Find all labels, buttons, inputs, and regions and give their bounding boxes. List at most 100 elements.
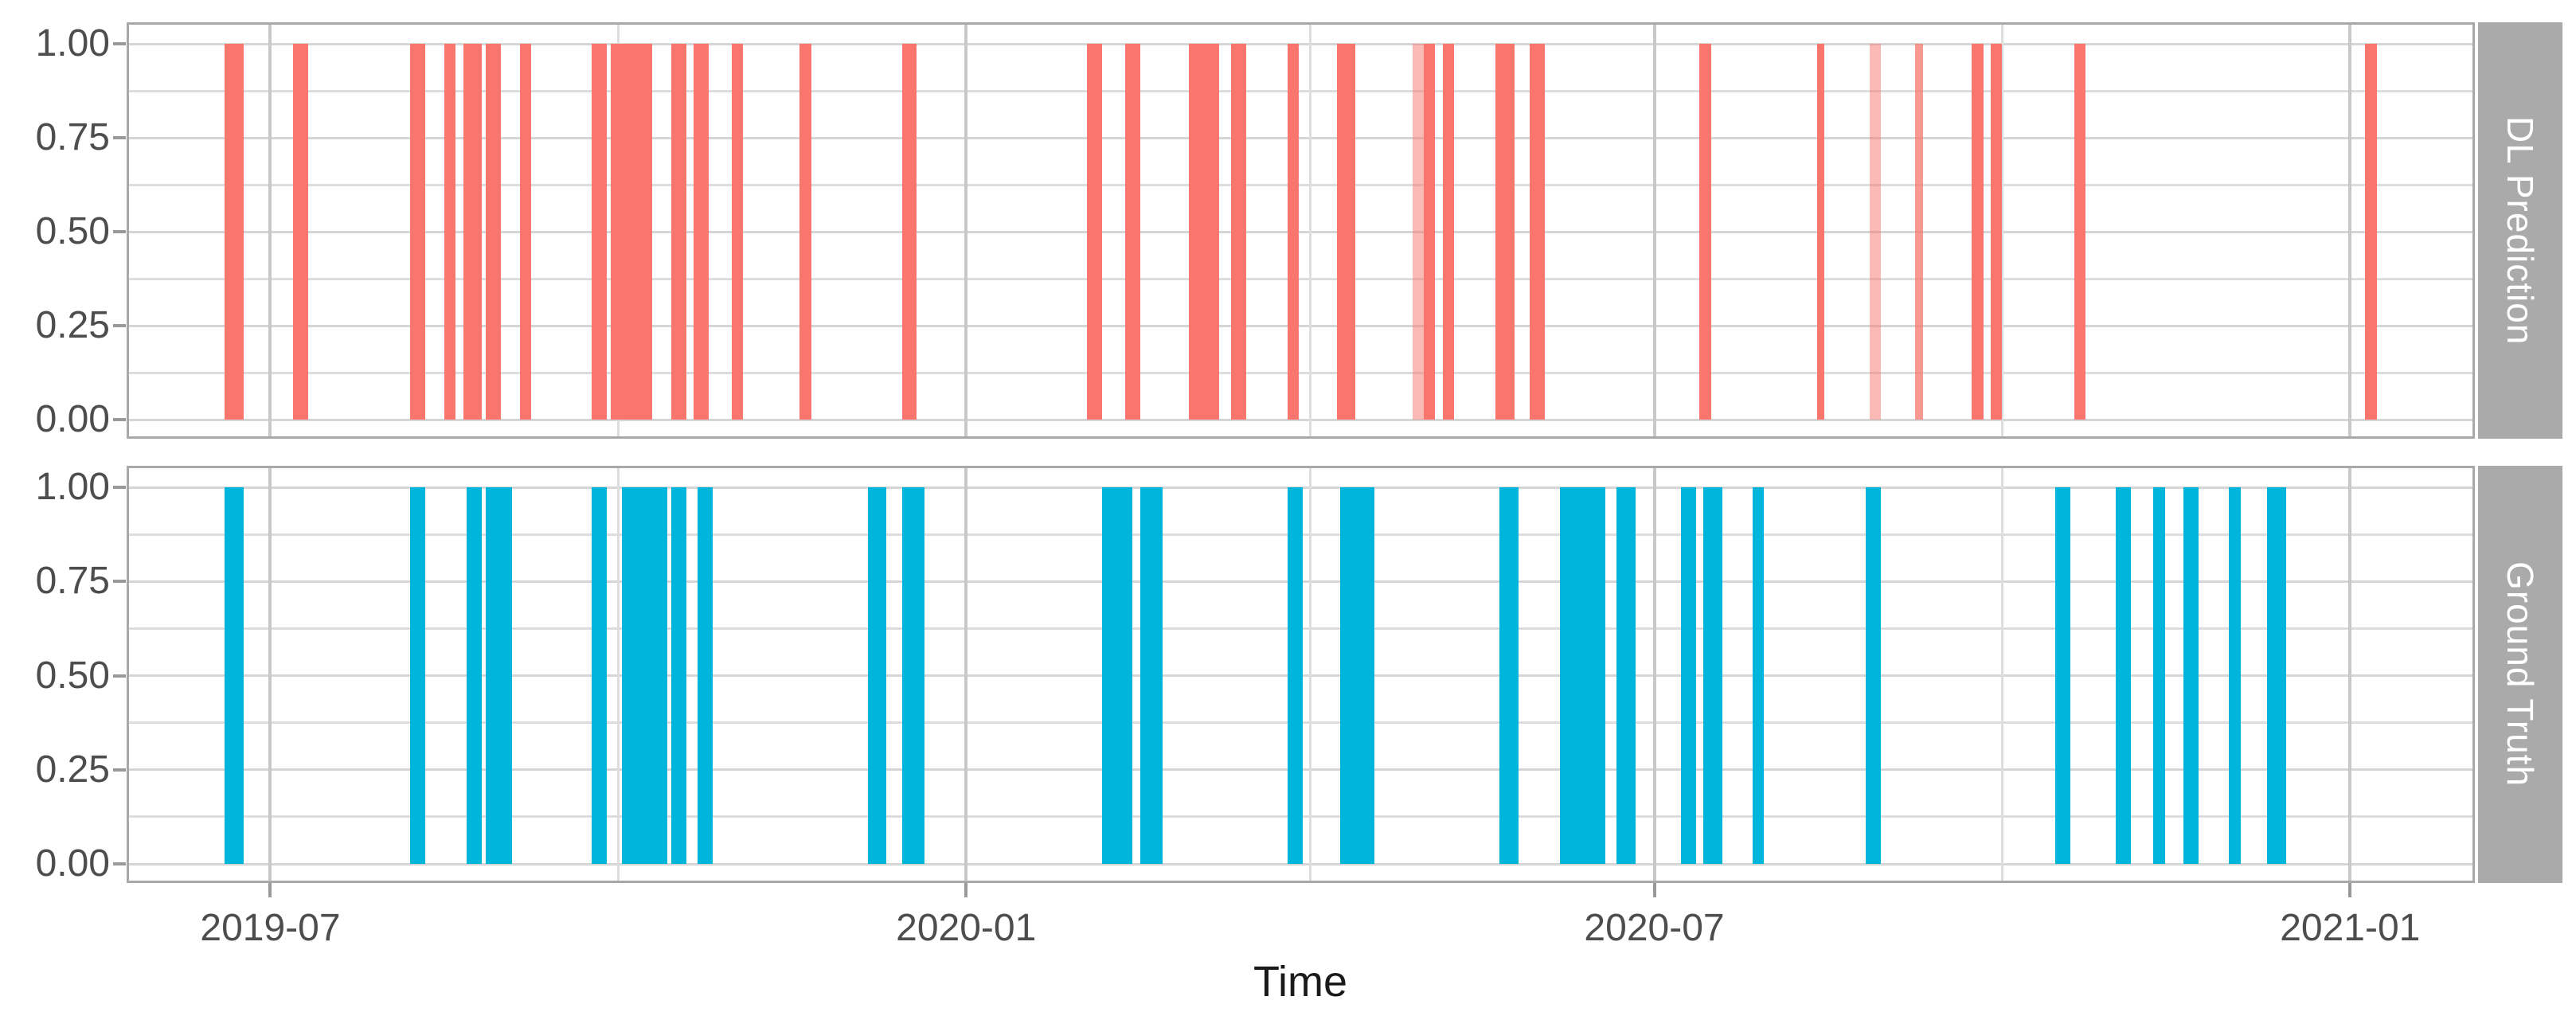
dl-prediction-bar bbox=[519, 44, 532, 420]
y-gridline bbox=[129, 418, 2472, 421]
x-tick-mark bbox=[964, 883, 968, 897]
y-tick-mark bbox=[113, 136, 126, 139]
ground-truth-bar bbox=[867, 487, 887, 864]
facet-strip-dl-prediction: DL Prediction bbox=[2478, 22, 2562, 439]
dl-prediction-bar bbox=[1087, 44, 1103, 420]
y-tick-label: 0.50 bbox=[35, 210, 110, 252]
y-gridline bbox=[129, 230, 2472, 233]
y-tick-mark bbox=[113, 418, 126, 421]
y-tick-mark bbox=[113, 42, 126, 45]
ground-truth-bar bbox=[1287, 487, 1303, 864]
panel-ground-truth bbox=[127, 466, 2475, 883]
ground-truth-bar bbox=[2266, 487, 2286, 864]
y-tick-label: 0.75 bbox=[35, 116, 110, 158]
y-gridline bbox=[129, 89, 2472, 92]
dl-prediction-bar bbox=[901, 44, 917, 420]
ground-truth-bar bbox=[2115, 487, 2131, 864]
ground-truth-bar bbox=[901, 487, 924, 864]
x-gridline-major bbox=[1652, 468, 1656, 881]
ground-truth-bar bbox=[1616, 487, 1636, 864]
y-tick-mark bbox=[113, 862, 126, 865]
ground-truth-bar bbox=[592, 487, 608, 864]
ground-truth-bar bbox=[1340, 487, 1375, 864]
dl-prediction-bar bbox=[1495, 44, 1515, 420]
ground-truth-bar bbox=[1102, 487, 1133, 864]
y-tick-label: 0.25 bbox=[35, 304, 110, 346]
dl-prediction-bar bbox=[2365, 44, 2377, 420]
ground-truth-bar bbox=[1559, 487, 1605, 864]
ground-truth-bar bbox=[225, 487, 244, 864]
dl-prediction-bar bbox=[610, 44, 653, 420]
y-tick-mark bbox=[113, 768, 126, 772]
dl-prediction-bar bbox=[1529, 44, 1545, 420]
ground-truth-bar bbox=[2183, 487, 2199, 864]
x-tick-mark bbox=[1652, 883, 1656, 897]
x-tick-label: 2021-01 bbox=[2280, 907, 2421, 949]
y-tick-mark bbox=[113, 580, 126, 584]
ground-truth-bar bbox=[1680, 487, 1696, 864]
ground-truth-bar bbox=[1703, 487, 1722, 864]
dl-prediction-bar bbox=[225, 44, 244, 420]
y-tick-label: 1.00 bbox=[35, 466, 110, 508]
x-tick-label: 2020-07 bbox=[1584, 907, 1725, 949]
dl-prediction-bar bbox=[1336, 44, 1356, 420]
dl-prediction-bar bbox=[592, 44, 608, 420]
panel-dl-prediction bbox=[127, 22, 2475, 439]
ground-truth-bar bbox=[1139, 487, 1163, 864]
x-gridline-minor bbox=[1308, 25, 1311, 436]
dl-prediction-bar bbox=[1699, 44, 1711, 420]
facet-strip-label-dl-prediction: DL Prediction bbox=[2500, 115, 2541, 346]
y-gridline bbox=[129, 42, 2472, 45]
y-gridline bbox=[129, 371, 2472, 374]
ground-truth-bar bbox=[2054, 487, 2070, 864]
dl-prediction-bar bbox=[670, 44, 686, 420]
dl-prediction-bar bbox=[1124, 44, 1140, 420]
x-gridline-minor bbox=[616, 468, 620, 881]
y-gridline bbox=[129, 324, 2472, 327]
facet-strip-label-ground-truth: Ground Truth bbox=[2500, 561, 2541, 787]
ground-truth-bar bbox=[2229, 487, 2241, 864]
x-gridline-minor bbox=[2000, 25, 2003, 436]
x-gridline-major bbox=[964, 468, 968, 881]
x-gridline-major bbox=[2348, 468, 2352, 881]
x-gridline-major bbox=[964, 25, 968, 436]
y-tick-mark bbox=[113, 324, 126, 327]
x-gridline-major bbox=[1652, 25, 1656, 436]
x-gridline-major bbox=[268, 25, 272, 436]
x-gridline-minor bbox=[2000, 468, 2003, 881]
x-tick-label: 2020-01 bbox=[896, 907, 1037, 949]
dl-prediction-bar bbox=[799, 44, 811, 420]
dl-prediction-bar bbox=[292, 44, 308, 420]
dl-prediction-bar bbox=[1287, 44, 1300, 420]
dl-prediction-bar bbox=[1816, 44, 1825, 420]
dl-prediction-bar bbox=[2074, 44, 2085, 420]
y-tick-mark bbox=[113, 486, 126, 489]
dl-prediction-bar bbox=[694, 44, 709, 420]
dl-prediction-bar bbox=[444, 44, 456, 420]
dl-prediction-bar bbox=[1189, 44, 1220, 420]
ground-truth-bar bbox=[622, 487, 668, 864]
ground-truth-bar bbox=[486, 487, 513, 864]
x-gridline-minor bbox=[1308, 468, 1311, 881]
ground-truth-bar bbox=[1866, 487, 1882, 864]
dl-prediction-bar bbox=[1972, 44, 1984, 420]
ground-truth-bar bbox=[2153, 487, 2165, 864]
y-gridline bbox=[129, 277, 2472, 280]
y-tick-mark bbox=[113, 674, 126, 678]
x-gridline-major bbox=[268, 468, 272, 881]
y-tick-label: 0.50 bbox=[35, 654, 110, 697]
dl-prediction-bar bbox=[1423, 44, 1436, 420]
ground-truth-bar bbox=[467, 487, 483, 864]
x-tick-mark bbox=[268, 883, 272, 897]
y-tick-label: 0.00 bbox=[35, 398, 110, 440]
ground-truth-bar bbox=[698, 487, 713, 864]
y-gridline bbox=[129, 183, 2472, 186]
dl-prediction-bar bbox=[486, 44, 502, 420]
y-tick-label: 0.75 bbox=[35, 560, 110, 603]
ground-truth-bar bbox=[1499, 487, 1519, 864]
dl-prediction-bar bbox=[1991, 44, 2003, 420]
facet-strip-ground-truth: Ground Truth bbox=[2478, 466, 2562, 883]
dl-prediction-bar bbox=[1870, 44, 1882, 420]
y-tick-mark bbox=[113, 230, 126, 233]
